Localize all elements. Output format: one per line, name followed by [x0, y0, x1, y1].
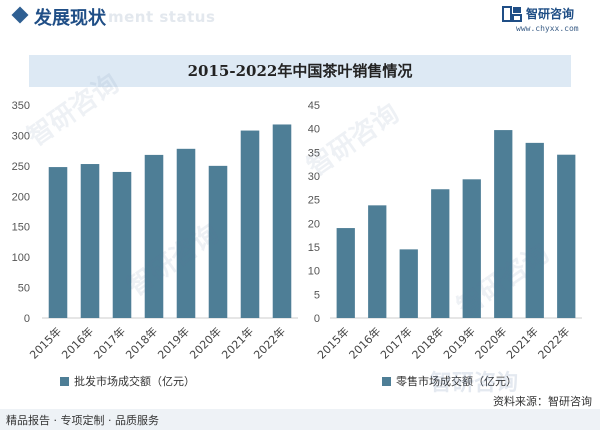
y-tick-label: 100	[12, 252, 30, 264]
y-tick-label: 35	[308, 147, 320, 159]
x-tick-label: 2017年	[377, 324, 414, 361]
bar	[557, 154, 576, 318]
x-tick-label: 2019年	[155, 324, 192, 361]
bar	[112, 171, 132, 318]
bar	[48, 167, 68, 318]
chart-title-band: 2015-2022年中国茶叶销售情况	[29, 55, 571, 87]
bar	[399, 249, 418, 318]
legend-label: 零售市场成交额（亿元）	[396, 374, 517, 388]
y-tick-label: 15	[308, 242, 320, 254]
y-tick-label: 30	[308, 171, 320, 183]
legend-label: 批发市场成交额（亿元）	[74, 374, 195, 388]
y-tick-label: 0	[314, 313, 320, 325]
y-tick-label: 20	[308, 218, 320, 230]
bar	[462, 179, 481, 318]
chart-panel-2: 0510152025303540452015年2016年2017年2018年20…	[308, 100, 582, 388]
x-tick-label: 2020年	[187, 324, 224, 361]
bar	[272, 124, 292, 318]
y-tick-label: 0	[24, 313, 30, 325]
x-tick-label: 2018年	[409, 324, 446, 361]
x-tick-label: 2016年	[346, 324, 383, 361]
chart-title: 2015-2022年中国茶叶销售情况	[187, 62, 413, 80]
x-tick-label: 2017年	[91, 324, 128, 361]
y-tick-label: 200	[12, 191, 30, 203]
y-tick-label: 5	[314, 289, 320, 301]
bar	[208, 165, 228, 318]
y-tick-label: 350	[12, 100, 30, 112]
y-tick-label: 45	[308, 100, 320, 112]
y-tick-label: 150	[12, 222, 30, 234]
bar	[494, 130, 513, 318]
bar	[176, 148, 196, 318]
bar	[368, 205, 387, 318]
y-tick-label: 250	[12, 161, 30, 173]
brand-logo: 智研咨询 www.chyxx.com	[502, 4, 590, 34]
header: 发展现状 ment status 智研咨询 www.chyxx.com	[0, 0, 600, 36]
x-tick-label: 2022年	[535, 324, 572, 361]
logo-icon	[502, 6, 522, 22]
bar	[336, 228, 355, 318]
y-tick-label: 300	[12, 130, 30, 142]
x-tick-label: 2021年	[219, 324, 256, 361]
section-ghost-text: ment status	[108, 8, 216, 26]
y-tick-label: 40	[308, 124, 320, 136]
legend-swatch	[382, 377, 391, 386]
logo-url: www.chyxx.com	[516, 24, 579, 33]
bar	[525, 142, 544, 318]
logo-name: 智研咨询	[526, 7, 575, 21]
bar	[431, 189, 450, 318]
bar	[144, 154, 164, 318]
x-tick-label: 2018年	[123, 324, 160, 361]
x-tick-label: 2015年	[314, 324, 351, 361]
bar	[240, 130, 260, 318]
source-note: 资料来源：智研咨询	[493, 395, 592, 408]
x-tick-label: 2020年	[472, 324, 509, 361]
x-tick-label: 2016年	[59, 324, 96, 361]
x-tick-label: 2015年	[27, 324, 64, 361]
chart-panel-1: 0 50 100 150 200 250 300 350 2015年2016年2017年2018…	[12, 100, 298, 388]
footer: 精品报告 · 专项定制 · 品质服务	[0, 409, 600, 430]
bar	[80, 164, 100, 318]
y-tick-label: 50	[18, 283, 30, 295]
y-tick-label: 25	[308, 195, 320, 207]
x-tick-label: 2022年	[251, 324, 288, 361]
legend-swatch	[60, 377, 69, 386]
x-tick-label: 2021年	[503, 324, 540, 361]
footer-slogan: 精品报告 · 专项定制 · 品质服务	[6, 414, 159, 427]
x-tick-label: 2019年	[440, 324, 477, 361]
section-title: 发展现状	[34, 8, 106, 29]
y-tick-label: 10	[308, 266, 320, 278]
